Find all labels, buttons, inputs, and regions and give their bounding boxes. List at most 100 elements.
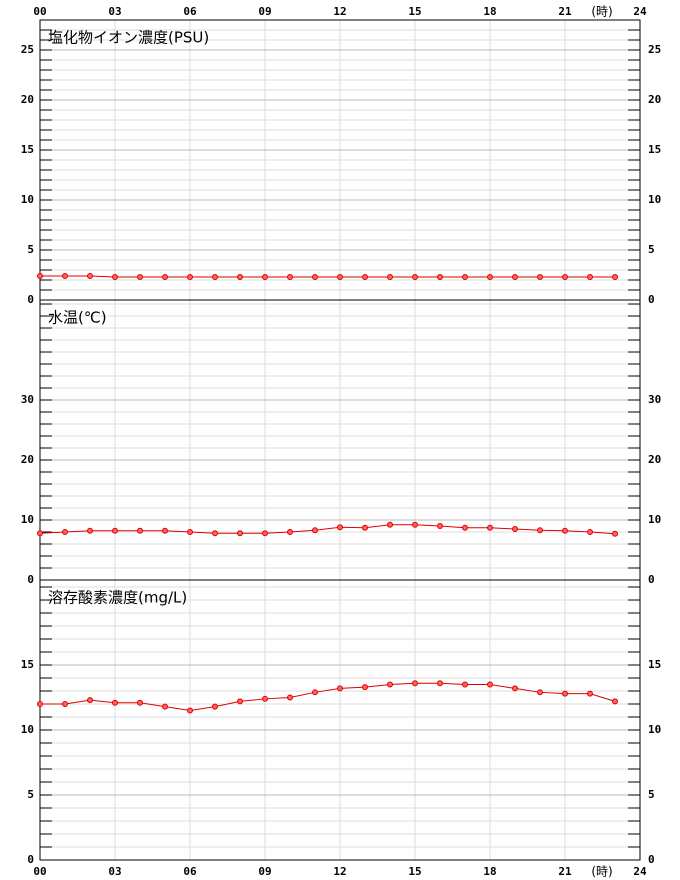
- data-point: [212, 530, 218, 537]
- data-point: [62, 701, 68, 708]
- data-point: [387, 521, 393, 528]
- data-point: [512, 274, 518, 280]
- data-point: [337, 685, 343, 692]
- data-point: [37, 273, 43, 279]
- data-point: [437, 680, 443, 687]
- x-unit-label: (時): [591, 865, 612, 879]
- data-point: [512, 685, 518, 692]
- y-tick-label: 20: [648, 93, 661, 106]
- x-tick-label: 06: [183, 865, 197, 878]
- y-tick-label: 15: [21, 143, 34, 156]
- y-tick-label: 0: [648, 853, 655, 866]
- data-point: [237, 530, 243, 537]
- data-point: [112, 527, 118, 534]
- x-tick-label: 21: [558, 865, 572, 878]
- data-point: [262, 274, 268, 280]
- data-point: [462, 274, 468, 280]
- x-tick-label: 24: [633, 5, 647, 18]
- y-tick-label: 15: [21, 658, 34, 671]
- data-point: [462, 681, 468, 688]
- data-point: [587, 529, 593, 536]
- data-point: [187, 274, 193, 280]
- y-tick-label: 10: [21, 193, 34, 206]
- x-tick-label: 18: [483, 5, 496, 18]
- data-point: [187, 707, 193, 714]
- data-point: [562, 274, 568, 280]
- data-point: [537, 689, 543, 696]
- y-tick-label: 30: [21, 393, 34, 406]
- data-point: [287, 274, 293, 280]
- y-tick-label: 0: [648, 573, 655, 586]
- data-point: [212, 703, 218, 710]
- y-tick-label: 10: [21, 513, 34, 526]
- data-point: [362, 274, 368, 280]
- data-point: [287, 529, 293, 536]
- x-tick-label: 03: [108, 865, 121, 878]
- data-point: [162, 527, 168, 534]
- data-point: [487, 274, 493, 280]
- data-point: [37, 530, 43, 537]
- data-point: [562, 690, 568, 697]
- data-point: [312, 689, 318, 696]
- y-tick-label: 10: [648, 193, 661, 206]
- y-tick-label: 0: [27, 293, 34, 306]
- y-tick-label: 0: [27, 853, 34, 866]
- x-tick-label: 00: [33, 865, 46, 878]
- data-point: [137, 699, 143, 706]
- panel-title: 溶存酸素濃度(mg/L): [48, 589, 187, 607]
- data-point: [112, 699, 118, 706]
- x-tick-label: 00: [33, 5, 46, 18]
- x-tick-label: 09: [258, 865, 271, 878]
- data-point: [487, 681, 493, 688]
- data-point: [237, 698, 243, 705]
- data-point: [337, 524, 343, 531]
- data-point: [362, 524, 368, 531]
- data-line: [40, 275, 615, 278]
- data-line: [40, 682, 616, 712]
- data-point: [187, 529, 193, 536]
- x-tick-label: 15: [408, 5, 421, 18]
- data-point: [612, 530, 618, 537]
- x-tick-label: 24: [633, 865, 647, 878]
- data-point: [162, 274, 168, 280]
- y-tick-label: 15: [648, 658, 661, 671]
- y-tick-label: 20: [21, 93, 34, 106]
- panel-frame: [39, 579, 641, 861]
- y-tick-label: 5: [27, 788, 34, 801]
- data-point: [62, 273, 68, 279]
- y-tick-label: 10: [648, 723, 661, 736]
- y-tick-label: 25: [21, 43, 34, 56]
- data-point: [87, 697, 93, 704]
- data-point: [537, 274, 543, 280]
- data-point: [412, 521, 418, 528]
- data-point: [387, 274, 393, 280]
- data-point: [487, 524, 493, 531]
- data-point: [287, 694, 293, 701]
- x-tick-label: 03: [108, 5, 121, 18]
- y-tick-label: 5: [27, 243, 34, 256]
- y-tick-label: 0: [27, 573, 34, 586]
- data-point: [262, 530, 268, 537]
- data-point: [587, 690, 593, 697]
- y-tick-label: 15: [648, 143, 661, 156]
- x-tick-label: 18: [483, 865, 496, 878]
- data-point: [537, 527, 543, 534]
- y-tick-label: 5: [648, 243, 655, 256]
- data-point: [412, 274, 418, 280]
- data-line: [39, 524, 616, 535]
- y-tick-label: 20: [648, 453, 661, 466]
- data-point: [462, 524, 468, 531]
- data-point: [87, 527, 93, 534]
- data-point: [412, 680, 418, 687]
- data-point: [312, 527, 318, 534]
- data-point: [387, 681, 393, 688]
- y-tick-label: 10: [21, 723, 34, 736]
- data-point: [437, 274, 443, 280]
- data-point: [612, 274, 618, 280]
- data-point: [237, 274, 243, 280]
- data-point: [137, 527, 143, 534]
- x-tick-label: 21: [558, 5, 572, 18]
- data-point: [437, 523, 443, 530]
- x-tick-label: 06: [183, 5, 197, 18]
- y-tick-label: 10: [648, 513, 661, 526]
